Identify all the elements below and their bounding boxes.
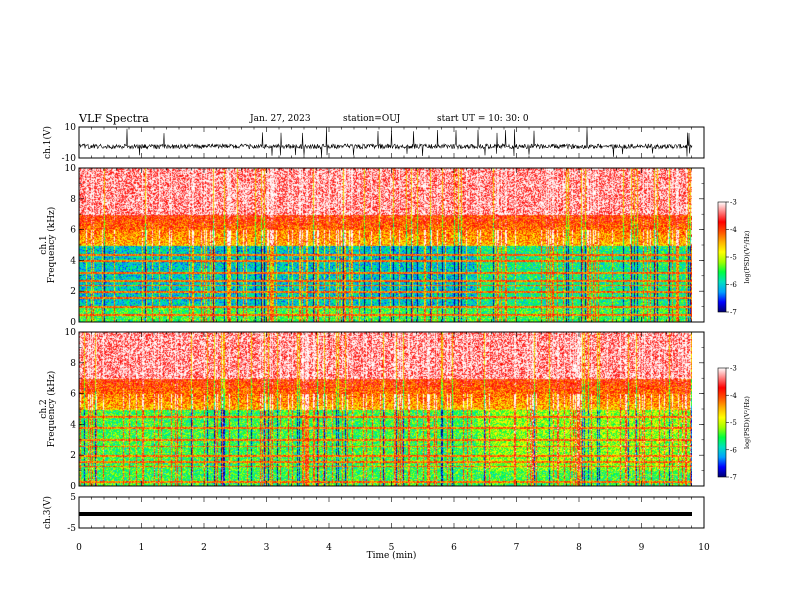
y-tick-label: 6	[70, 390, 76, 400]
ch2-spectrogram-panel	[79, 332, 692, 486]
x-tick-label: 5	[389, 543, 395, 553]
y-tick-label: -10	[62, 154, 77, 164]
ch1-colorbar: -3 -4 -5 -6 -7 log(PSD)(V²/Hz)	[717, 199, 751, 317]
y-tick-label: 8	[70, 195, 76, 205]
x-tick-label: 4	[326, 543, 332, 553]
colorbar-tick-label: -5	[730, 254, 737, 262]
x-axis-label: Time (min)	[367, 550, 417, 561]
ch1-spec-ylabel: ch.1	[39, 235, 49, 254]
figure-title: VLF Spectra	[79, 112, 149, 125]
colorbar-tick-label: -3	[730, 199, 737, 207]
y-tick-label: 0	[70, 482, 76, 492]
y-tick-label: 2	[70, 451, 76, 461]
y-tick-label: 4	[70, 256, 76, 266]
ch3-ylabel: ch.3(V)	[42, 496, 53, 529]
x-tick-label: 1	[139, 543, 145, 553]
colorbar-tick-label: -4	[730, 392, 737, 400]
y-tick-label: 6	[70, 226, 76, 236]
colorbar-tick-label: -3	[730, 365, 737, 373]
x-tick-label: 9	[639, 543, 645, 553]
ch2-colorbar: -3 -4 -5 -6 -7 log(PSD)(V²/Hz)	[717, 365, 751, 482]
x-tick-label: 7	[514, 543, 520, 553]
colorbar-label: log(PSD)(V²/Hz)	[743, 230, 751, 283]
ch2-spec-ylabel: Frequency (kHz)	[46, 371, 57, 448]
colorbar-tick-label: -7	[730, 309, 737, 317]
colorbar-tick-label: -4	[730, 226, 737, 234]
y-tick-label: 10	[65, 328, 77, 338]
x-tick-label: 0	[76, 543, 82, 553]
ch1-spec-ylabel: Frequency (kHz)	[46, 207, 57, 284]
ch2-spec-ylabel: ch.2	[39, 399, 49, 418]
start-time-label: start UT = 10: 30: 0	[437, 114, 529, 124]
x-tick-label: 8	[576, 543, 582, 553]
colorbar-tick-label: -5	[730, 419, 737, 427]
y-tick-label: 10	[65, 123, 77, 133]
y-tick-label: 5	[70, 493, 76, 503]
colorbar-tick-label: -7	[730, 474, 737, 482]
x-tick-label: 6	[451, 543, 457, 553]
station-label: station=OUJ	[343, 114, 401, 124]
colorbar-tick-label: -6	[730, 446, 737, 454]
y-tick-label: 0	[70, 318, 76, 328]
ch1-spectrogram-image	[79, 168, 692, 322]
y-tick-label: -5	[67, 524, 76, 534]
y-tick-label: 4	[70, 420, 76, 430]
colorbar-tick-label: -6	[730, 281, 737, 289]
ch1-spectrogram-panel	[79, 168, 692, 322]
ch1-waveform-panel	[78, 127, 693, 158]
colorbar-gradient	[717, 367, 727, 478]
x-tick-label: 10	[698, 543, 710, 553]
colorbar-gradient	[717, 201, 727, 313]
y-tick-label: 10	[65, 164, 77, 174]
date-label: Jan. 27, 2023	[250, 114, 311, 124]
ch1-waveform-line	[78, 127, 693, 158]
ch2-spectrogram-image	[79, 332, 692, 486]
x-tick-label: 2	[201, 543, 207, 553]
x-tick-label: 3	[264, 543, 270, 553]
y-tick-label: 8	[70, 359, 76, 369]
y-tick-label: 2	[70, 287, 76, 297]
colorbar-label: log(PSD)(V²/Hz)	[743, 396, 751, 449]
ch1-ylabel: ch.1(V)	[42, 126, 53, 159]
